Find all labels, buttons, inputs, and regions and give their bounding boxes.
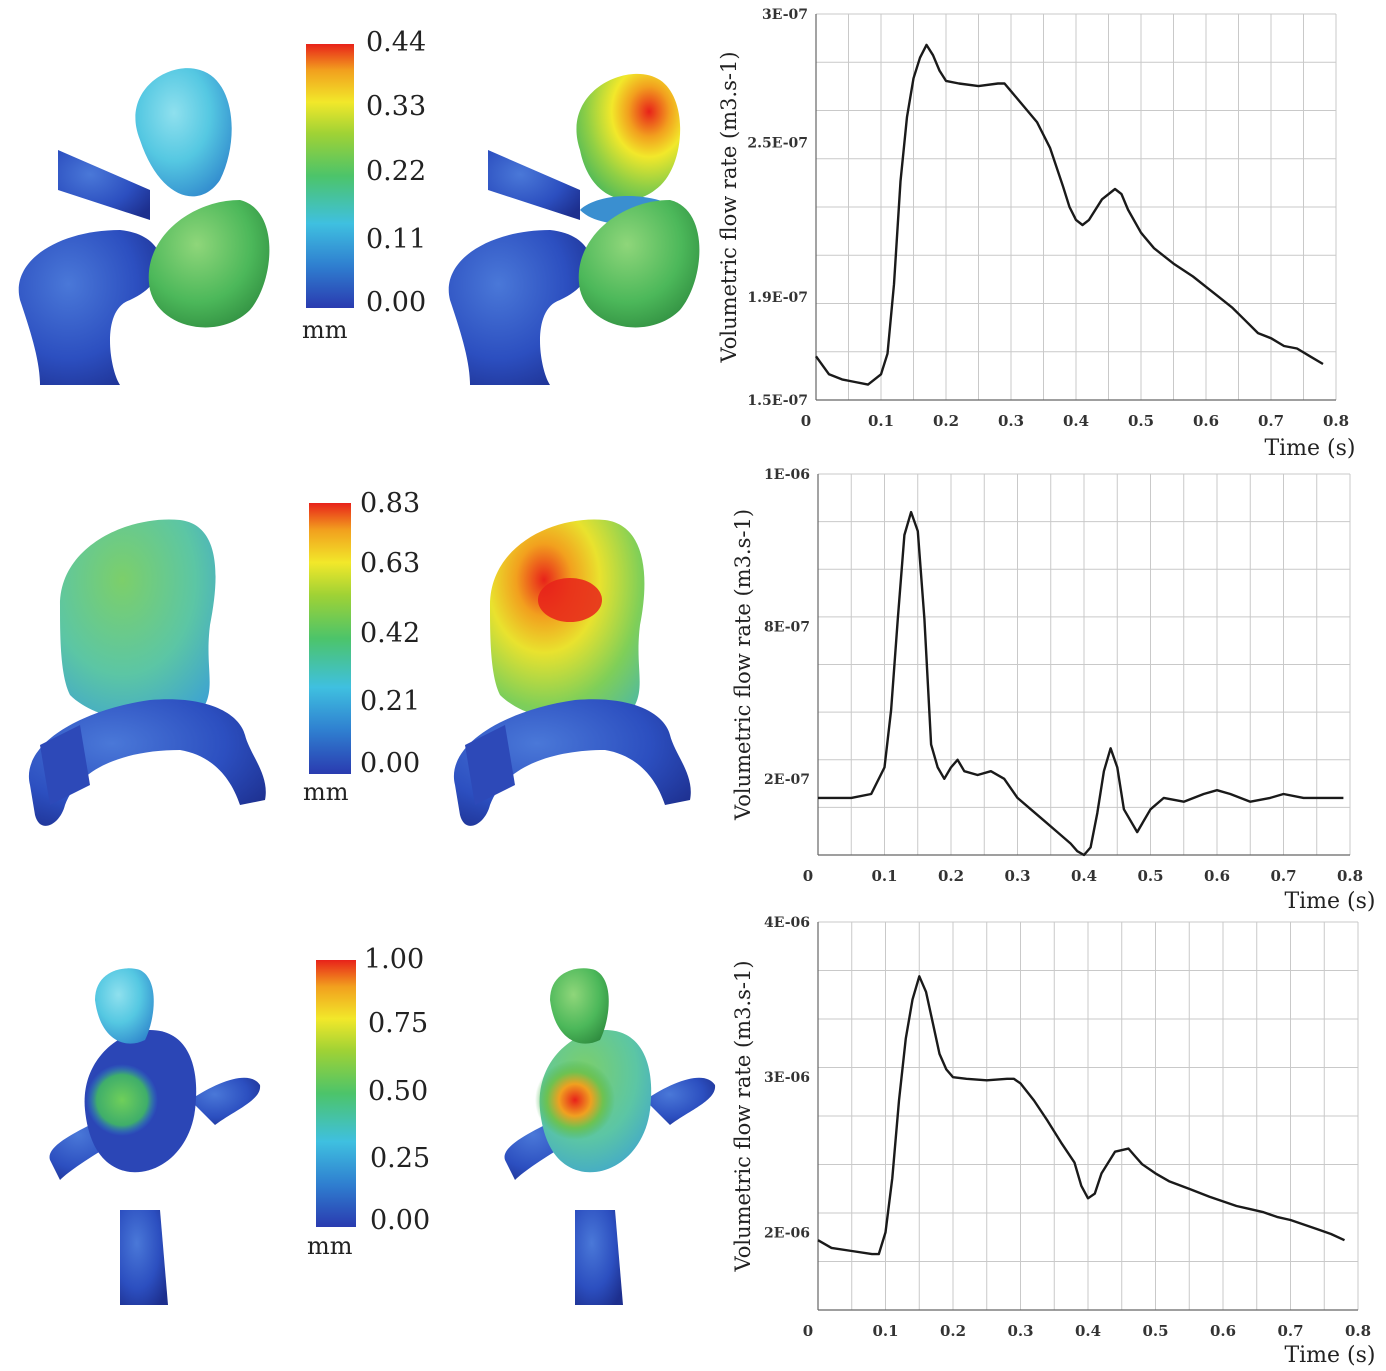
x-tick-label: 0.8: [1323, 412, 1349, 430]
y-tick-label: 2E-06: [764, 1225, 810, 1241]
colorbar-3-tick-2: 0.50: [368, 1076, 429, 1107]
x-tick-label: 0.7: [1277, 1322, 1303, 1340]
colorbar-1-tick-1: 0.33: [366, 91, 427, 122]
colorbar-1: [306, 44, 356, 313]
colorbar-1-gradient: [306, 44, 354, 308]
row-2: 0.83 0.63 0.42 0.21 0.00 mm 0 0.1 0.2 0.3 0.…: [0, 460, 1386, 914]
colorbar-3-tick-4: 0.00: [370, 1205, 431, 1236]
y-tick-label: 2E-07: [764, 772, 810, 788]
y-axis-label: Volumetric flow rate (m3.s-1): [717, 51, 741, 363]
x-tick-label: 0.6: [1193, 412, 1219, 430]
x-tick-label: 0.2: [933, 412, 959, 430]
colorbar-2: [309, 503, 353, 779]
x-axis-label: Time (s): [1284, 1343, 1375, 1368]
colorbar-1-tick-4: 0.00: [366, 287, 427, 318]
x-tick-label: 0.1: [872, 1322, 898, 1340]
x-axis-label: Time (s): [1284, 889, 1375, 914]
colorbar-2-tick-1: 0.63: [360, 548, 421, 579]
x-tick-label: 0.2: [938, 867, 964, 885]
aneurysm-model-2-deformed: [453, 519, 691, 826]
y-tick-label: 1E-06: [764, 467, 810, 483]
colorbar-3: [316, 960, 358, 1232]
colorbar-3-tick-3: 0.25: [370, 1143, 431, 1174]
flow-rate-series-line: [818, 510, 1344, 857]
colorbar-1-tick-0: 0.44: [366, 27, 427, 58]
colorbar-3-tick-0: 1.00: [364, 944, 425, 975]
y-axis-label: Volumetric flow rate (m3.s-1): [731, 960, 755, 1272]
aneurysm-model-1-deformed: [448, 73, 700, 385]
aneurysm-model-1-undeformed: [18, 68, 270, 385]
flow-rate-chart-1: 0 0.1 0.2 0.3 0.4 0.5 0.6 0.7 0.8 1.5E-07 1.9E-07 2…: [717, 7, 1356, 461]
aneurysm-model-3-undeformed: [49, 968, 261, 1305]
y-tick-label: 3E-06: [764, 1070, 810, 1086]
x-tick-label: 0.5: [1142, 1322, 1168, 1340]
flow-rate-chart-3: 0 0.1 0.2 0.3 0.4 0.5 0.6 0.7 0.8 2E-06 3E-06 4E-06…: [731, 915, 1376, 1368]
x-tick-label: 0.8: [1337, 867, 1363, 885]
row-1: 0.44 0.33 0.22 0.11 0.00 mm 0 0.1 0.2 0.3 0.…: [0, 0, 1386, 461]
aneurysm-model-3-deformed: [504, 968, 716, 1305]
y-tick-label: 8E-07: [764, 619, 810, 635]
y-tick-label: 3E-07: [762, 7, 808, 23]
x-tick-label: 0.7: [1270, 867, 1296, 885]
colorbar-1-tick-3: 0.11: [366, 224, 427, 255]
flow-rate-series-line: [815, 43, 1324, 386]
x-tick-label: 0.2: [940, 1322, 966, 1340]
colorbar-2-tick-4: 0.00: [360, 748, 421, 779]
row-3: 1.00 0.75 0.50 0.25 0.00 mm 0 0.1 0.2 0.3 0.…: [0, 910, 1386, 1371]
x-tick-label: 0.7: [1258, 412, 1284, 430]
x-tick-label: 0.1: [871, 867, 897, 885]
x-tick-label: 0.6: [1210, 1322, 1236, 1340]
colorbar-1-unit: mm: [302, 316, 348, 344]
x-tick-label: 0.3: [1007, 1322, 1033, 1340]
x-axis-label: Time (s): [1264, 436, 1355, 461]
y-axis-label: Volumetric flow rate (m3.s-1): [731, 509, 755, 821]
x-tick-label: 0.3: [998, 412, 1024, 430]
colorbar-2-tick-0: 0.83: [360, 488, 421, 519]
x-tick-label: 0: [801, 412, 811, 430]
colorbar-3-tick-1: 0.75: [368, 1008, 429, 1039]
x-tick-label: 0.8: [1345, 1322, 1371, 1340]
flow-rate-series-line: [817, 975, 1346, 1256]
colorbar-2-gradient: [309, 503, 351, 774]
x-tick-label: 0.4: [1063, 412, 1089, 430]
y-tick-label: 4E-06: [764, 915, 810, 931]
colorbar-2-unit: mm: [303, 778, 349, 806]
x-tick-label: 0: [803, 1322, 813, 1340]
colorbar-3-gradient: [316, 960, 356, 1227]
x-tick-label: 0.5: [1137, 867, 1163, 885]
x-tick-label: 0.4: [1075, 1322, 1101, 1340]
x-tick-label: 0.4: [1071, 867, 1097, 885]
x-tick-label: 0.3: [1004, 867, 1030, 885]
x-tick-label: 0.1: [868, 412, 894, 430]
y-tick-label: 2.5E-07: [747, 136, 808, 152]
y-tick-label: 1.5E-07: [747, 393, 808, 409]
x-tick-label: 0.5: [1128, 412, 1154, 430]
y-tick-label: 1.9E-07: [747, 290, 808, 306]
aneurysm-model-2-undeformed: [28, 519, 266, 826]
x-tick-label: 0: [803, 867, 813, 885]
x-tick-label: 0.6: [1204, 867, 1230, 885]
colorbar-2-tick-2: 0.42: [360, 618, 421, 649]
colorbar-1-tick-2: 0.22: [366, 156, 427, 187]
colorbar-3-unit: mm: [307, 1232, 353, 1260]
flow-rate-chart-2: 0 0.1 0.2 0.3 0.4 0.5 0.6 0.7 0.8 2E-07 8E-07 1E-06…: [731, 467, 1376, 914]
colorbar-2-tick-3: 0.21: [360, 686, 421, 717]
